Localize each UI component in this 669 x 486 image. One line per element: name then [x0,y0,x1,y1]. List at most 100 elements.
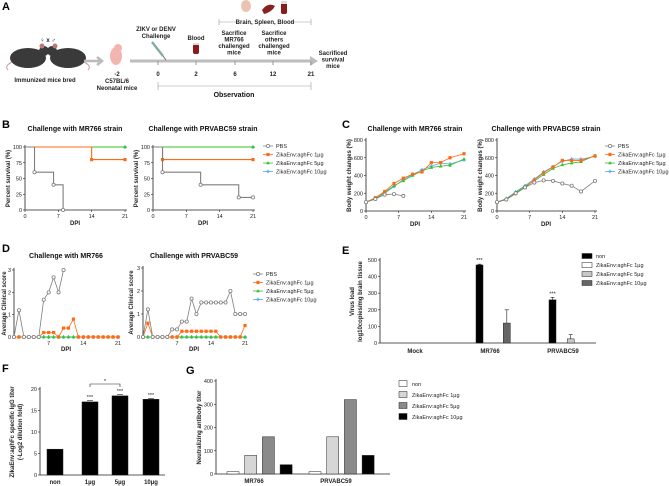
y-tick-label: 0 [360,209,363,215]
triangle-marker [51,335,56,339]
legend-swatch [398,391,408,398]
square-marker [47,330,51,335]
legend-label: ZikaEnv:aghFc 5µg [618,161,666,167]
square-marker [52,330,56,335]
chart-title-b2: Challenge with PRVABC59 strain [148,126,257,133]
panel-label-b: B [2,119,10,131]
series-line-1 [14,318,118,338]
y-tick-label: 0 [210,472,213,478]
bar-mr766-3 [503,322,511,344]
y-tick-label: 0 [137,335,140,341]
triangle-marker [214,335,218,339]
panel-a-schematic [6,0,318,90]
pbs-marker [204,300,209,305]
axes-b1 [24,145,127,211]
legend-label: ZikaEnv:aghFc 10µg [618,170,669,176]
neonatal-label-neonatal: Neonatal mice [97,86,138,92]
sacrifice-others-label: others [265,38,284,44]
square-marker [448,156,452,160]
y-axis-label: Average Clinical score [2,271,8,336]
y-tick-label: 200 [204,426,213,432]
pbs-marker [61,267,66,272]
x-tick-label: 7 [185,214,188,220]
square-marker [86,335,90,339]
series-line-1 [25,146,125,161]
square-marker [233,335,237,339]
square-marker [123,158,127,162]
legend-label: ZikaEnv:aghFc 10µg [276,170,327,176]
x-tick-label: 7 [175,341,178,347]
legend-label: ZikaEnv:aghFc 1µg [276,153,324,159]
axes-b2 [152,145,255,211]
x-axis-label: DPI [198,221,208,227]
pbs-marker [198,182,203,187]
legend-label: ZikaEnv:aghFc 1µg [618,153,666,159]
triangle-marker [123,145,127,149]
pbs-marker [382,192,387,197]
pbs-marker [391,192,396,197]
x-axis-label: DPI [541,222,551,228]
y-axis-label: ZikaEnv:aghFc specific IgG titer [10,386,16,478]
mouse-right-icon [47,43,90,71]
timeline-day-label: 2 [194,72,198,78]
pbs-marker [593,178,598,183]
bred-label: Immunized mice bred [14,78,76,84]
triangle-marker [266,161,270,165]
y-tick-label: 2 [8,290,11,296]
square-marker [429,161,433,165]
x-tick-label: 14 [208,341,214,347]
triangle-marker [71,335,76,339]
square-marker [116,335,120,339]
pbs-marker [504,197,509,202]
square-marker [199,329,203,333]
pbs-marker [494,200,499,205]
x-axis-label: DPI [189,347,199,353]
y-tick-label: 1 [137,312,140,318]
square-marker [175,335,179,339]
pbs-marker [31,334,36,339]
sacrifice-mr766-label: challenged [218,44,250,50]
y-tick-label: 800 [354,138,363,144]
y-tick-label: 3 [137,266,140,272]
pbs-marker [250,195,255,200]
sexes-label: ♀ x ♂ [40,38,56,44]
sacrifice-mr766-label: MR766 [224,38,244,44]
x-category-label: 5µg [115,480,126,486]
panel-label-a: A [2,1,10,13]
legend-swatch [581,280,593,286]
triangle-marker [204,335,208,339]
significance-bracket [89,383,121,387]
timeline-arrowhead-icon [310,56,318,66]
triangle-marker [41,335,46,339]
timeline-day-label: 6 [233,72,237,78]
square-marker [238,335,242,339]
bar-prvabc59-0 [548,299,557,344]
pbs-marker [255,271,260,276]
y-tick-label: 75 [144,161,150,167]
pbs-marker [213,300,218,305]
square-marker [266,152,270,157]
square-marker [81,335,85,339]
legend-swatch [398,380,408,387]
blood-label: Blood [188,36,205,42]
y-tick-label: 0 [491,209,494,215]
y-tick-label: 0 [34,473,37,479]
triangle-marker [199,335,204,339]
series-line-0 [25,146,64,210]
x-axis-label: DPI [61,347,71,353]
square-marker [532,178,536,182]
sacrifice-others-label: Sacrifice [261,31,287,37]
legend-label: ZikaEnv:aghFc 1µg [596,263,644,269]
error-bar [550,297,555,300]
square-marker [106,335,110,339]
triangle-marker [256,289,260,293]
square-marker [223,335,228,339]
pbs-marker [551,178,556,183]
y-tick-label: 400 [485,174,494,180]
pbs-marker [56,290,61,295]
y-tick-label: 0 [147,208,150,214]
chart-title-d2: Challenge with PRVABC59 [150,253,238,260]
series-line-0 [153,146,253,198]
square-marker [91,335,95,339]
